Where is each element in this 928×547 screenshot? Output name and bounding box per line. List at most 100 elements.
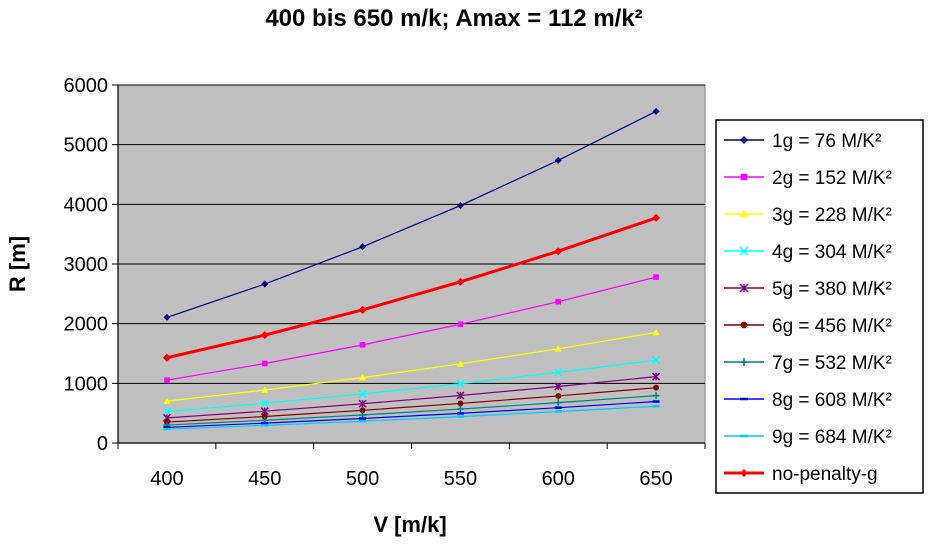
legend-item: 4g = 304 M/K² <box>724 242 892 263</box>
y-tick-label: 1000 <box>64 373 109 395</box>
data-point <box>652 328 660 336</box>
data-point <box>358 399 367 408</box>
data-point <box>554 368 563 377</box>
legend-swatch-marker <box>740 173 748 181</box>
data-point <box>554 156 562 164</box>
series-group <box>162 107 661 431</box>
legend-label: 5g = 380 M/K² <box>772 279 892 300</box>
data-point <box>456 277 465 286</box>
data-point <box>652 107 660 115</box>
legend-item: 6g = 456 M/K² <box>724 316 892 337</box>
data-point <box>554 247 563 256</box>
data-point <box>358 305 367 314</box>
series-4 <box>162 356 661 416</box>
legend-label: 4g = 304 M/K² <box>772 242 892 263</box>
y-tick-label: 2000 <box>64 314 109 336</box>
x-tick-label: 650 <box>639 468 672 490</box>
data-point <box>456 405 464 413</box>
data-point <box>163 397 171 404</box>
y-tick-label: 3000 <box>64 254 109 276</box>
legend: 1g = 76 M/K² 2g = 152 M/K² 3g = 228 M/K² 4g… <box>715 119 924 494</box>
data-point <box>358 389 367 398</box>
data-point <box>652 213 661 222</box>
data-point <box>554 382 563 391</box>
series-1 <box>163 107 660 321</box>
data-point <box>554 345 562 352</box>
data-point <box>260 399 269 408</box>
legend-label: 3g = 228 M/K² <box>772 205 892 226</box>
series-8 <box>163 400 660 429</box>
data-point <box>260 407 269 416</box>
legend-item: 9g = 684 M/K² <box>724 427 892 448</box>
legend-item: no-penalty-g <box>724 464 878 485</box>
series-line <box>166 395 657 426</box>
data-point <box>261 280 269 288</box>
data-point <box>261 360 268 367</box>
series-line <box>166 216 657 360</box>
legend-item: 7g = 532 M/K² <box>724 353 892 374</box>
legend-swatch-marker <box>740 321 748 329</box>
legend-item: 1g = 76 M/K² <box>724 131 881 152</box>
legend-box <box>715 119 924 494</box>
x-tick-label: 550 <box>444 468 477 490</box>
series-3 <box>163 328 660 404</box>
axes: 0 1000 2000 3000 4000 5000 6000 400 450 500 550 600… <box>64 75 706 490</box>
series-line <box>166 400 657 428</box>
series-10 <box>162 213 661 362</box>
series-9 <box>163 404 660 431</box>
data-point <box>652 356 661 365</box>
data-point <box>555 392 562 399</box>
data-point <box>457 400 464 407</box>
y-tick-label: 4000 <box>64 194 109 216</box>
y-tick-label: 5000 <box>64 135 109 157</box>
data-point <box>359 342 366 348</box>
series-line <box>166 276 657 381</box>
x-tick-label: 450 <box>248 468 281 490</box>
y-axis-label: R [m] <box>5 236 30 292</box>
series-line <box>166 387 657 423</box>
legend-label: no-penalty-g <box>772 464 878 485</box>
x-axis-label: V [m/k] <box>373 512 446 537</box>
y-tick-label: 0 <box>97 433 108 455</box>
legend-swatch-marker <box>739 283 749 293</box>
series-line <box>166 376 657 419</box>
data-point <box>652 372 661 381</box>
data-point <box>359 407 366 414</box>
legend-swatch-marker <box>740 210 748 218</box>
series-line <box>166 331 657 402</box>
data-point <box>652 392 660 400</box>
data-point <box>555 298 562 305</box>
x-tick-label: 500 <box>346 468 379 490</box>
chart-title: 400 bis 650 m/k; Amax = 112 m/k² <box>265 5 642 32</box>
data-point <box>359 243 367 251</box>
data-point <box>162 353 171 362</box>
data-point <box>456 379 465 388</box>
legend-swatch-marker <box>740 136 748 144</box>
data-point <box>359 374 367 381</box>
data-point <box>456 202 464 210</box>
legend-label: 6g = 456 M/K² <box>772 316 892 337</box>
series-2 <box>164 274 659 383</box>
series-5 <box>162 372 661 422</box>
data-point <box>164 377 170 383</box>
data-point <box>261 413 268 420</box>
data-point <box>260 331 269 340</box>
y-tick-label: 6000 <box>64 75 109 97</box>
gridlines <box>118 84 705 384</box>
series-line <box>166 359 657 413</box>
x-tick-label: 600 <box>542 468 575 490</box>
legend-swatch-marker <box>740 469 748 477</box>
series-line <box>166 405 657 430</box>
series-6 <box>163 384 660 426</box>
data-point <box>261 386 269 393</box>
legend-item: 8g = 608 M/K² <box>724 390 892 411</box>
data-point <box>554 399 562 407</box>
series-7 <box>163 392 660 429</box>
data-point <box>456 391 465 400</box>
data-point <box>456 360 464 367</box>
data-point <box>163 313 171 321</box>
legend-label: 1g = 76 M/K² <box>772 131 881 152</box>
data-point <box>457 321 464 328</box>
x-tick-label: 400 <box>150 468 183 490</box>
